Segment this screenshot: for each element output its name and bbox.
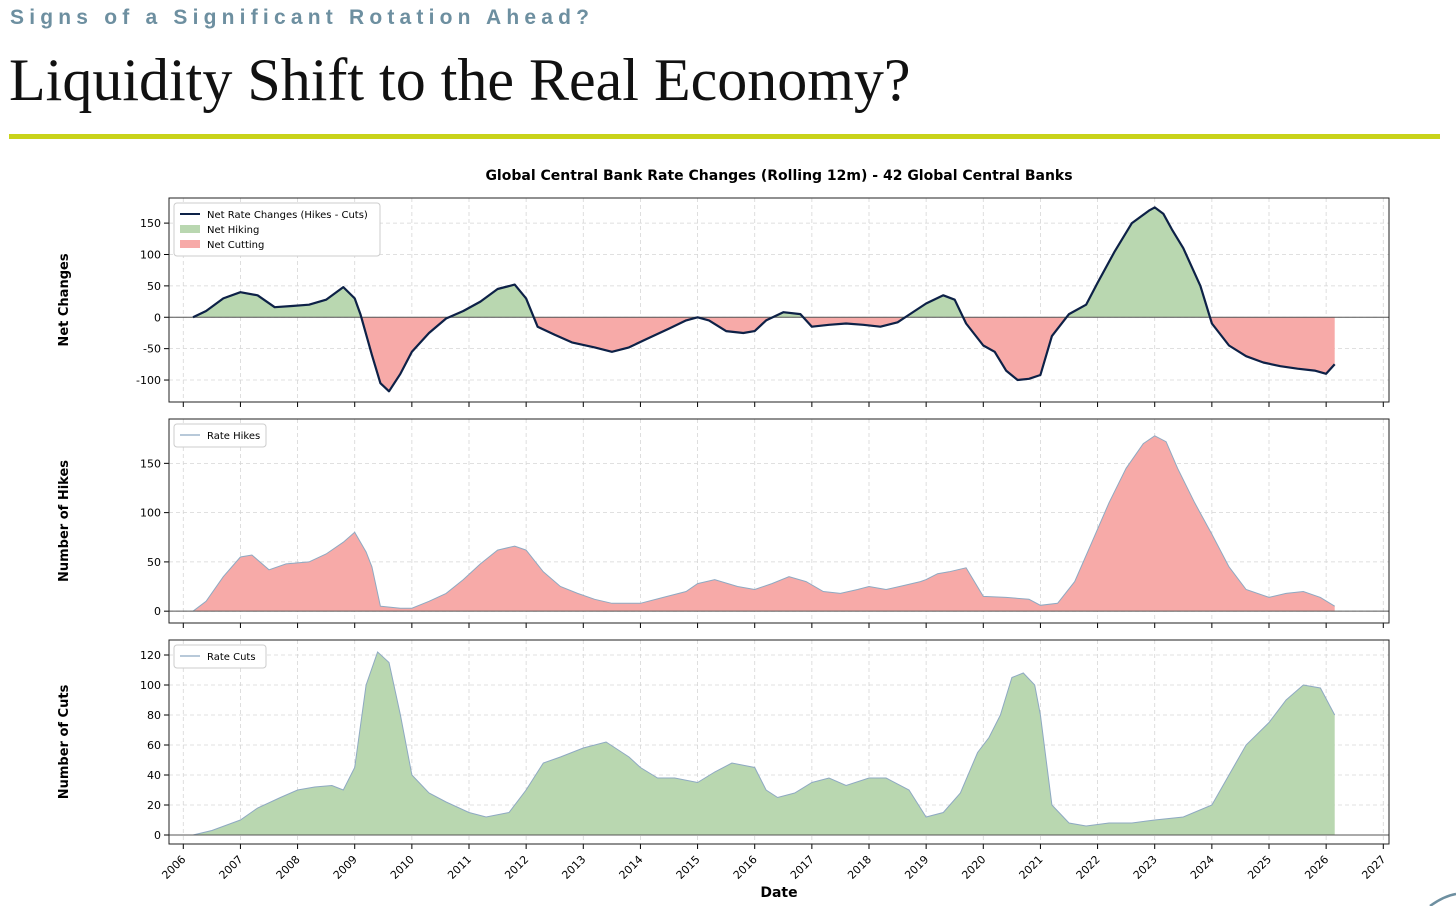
legend-swatch-cutting <box>180 240 200 248</box>
panel-cuts: 0 20 40 60 80 100 120 Number of Cuts Rate Cuts <box>57 639 1390 849</box>
x-tick-label: 2014 <box>617 853 646 882</box>
legend-entry: Net Cutting <box>207 240 264 251</box>
legend-box <box>173 644 267 669</box>
x-tick-label: 2015 <box>674 853 703 882</box>
legend-box <box>173 202 381 257</box>
y-tick-label: 100 <box>140 679 161 692</box>
x-tick-label: 2020 <box>959 853 988 882</box>
rate-hikes-line <box>192 435 1335 612</box>
kicker-heading: Signs of a Significant Rotation Ahead? <box>10 6 595 29</box>
y-tick-label: 50 <box>147 280 161 293</box>
legend-entry: Net Hiking <box>207 225 259 236</box>
net-rate-line <box>192 206 1336 393</box>
y-tick-label: 40 <box>147 769 161 782</box>
x-tick-label: 2017 <box>788 853 817 882</box>
panel-hikes: 0 50 100 150 Number of Hikes Rate Hikes <box>57 418 1390 628</box>
x-tick-label: 2024 <box>1188 853 1217 882</box>
legend-entry: Net Rate Changes (Hikes - Cuts) <box>207 210 368 221</box>
x-tick-label: 2008 <box>274 853 303 882</box>
y-tick-label: 100 <box>140 507 161 520</box>
corner-swoosh-icon <box>1429 892 1456 906</box>
chart-title: Global Central Bank Rate Changes (Rollin… <box>485 168 1072 184</box>
x-tick-label: 2021 <box>1017 853 1046 882</box>
x-tick-label: 2019 <box>902 853 931 882</box>
y-tick-label: 150 <box>140 457 161 470</box>
panel-net: -100 -50 0 50 100 150 Net Changes Net Rate Chan… <box>57 197 1390 407</box>
y-tick-label: 0 <box>154 605 161 618</box>
legend-swatch-hiking <box>180 225 200 233</box>
legend-entry: Rate Cuts <box>207 652 256 663</box>
x-tick-label: 2010 <box>388 853 417 882</box>
x-tick-label: 2018 <box>845 853 874 882</box>
x-tick-label: 2027 <box>1359 853 1388 882</box>
plot-frame <box>168 639 1390 845</box>
y-axis-label: Number of Hikes <box>57 460 72 582</box>
x-tick-label: 2009 <box>331 853 360 882</box>
y-tick-label: 0 <box>154 829 161 842</box>
page-title: Liquidity Shift to the Real Economy? <box>9 47 911 113</box>
y-tick-label: 50 <box>147 556 161 569</box>
rate-cuts-line <box>192 651 1336 836</box>
y-tick-label: 80 <box>147 709 161 722</box>
y-tick-label: 0 <box>154 311 161 324</box>
y-tick-label: 100 <box>140 248 161 261</box>
x-tick-label: 2016 <box>731 853 760 882</box>
y-tick-label: -50 <box>143 343 161 356</box>
y-tick-label: 20 <box>147 799 161 812</box>
legend-entry: Rate Hikes <box>207 431 260 442</box>
x-tick-label: 2026 <box>1302 853 1331 882</box>
y-axis-label: Net Changes <box>57 253 72 346</box>
plot-frame <box>168 418 1390 624</box>
x-tick-label: 2011 <box>445 853 474 882</box>
legend-box <box>173 423 267 448</box>
y-axis-label: Number of Cuts <box>57 684 72 799</box>
rate-cuts-area <box>193 652 1335 835</box>
x-tick-label: 2013 <box>559 853 588 882</box>
x-tick-label: 2006 <box>159 853 188 882</box>
y-tick-label: 120 <box>140 649 161 662</box>
accent-rule <box>9 134 1440 139</box>
y-tick-label: 150 <box>140 217 161 230</box>
plot-frame <box>168 197 1390 403</box>
x-tick-label: 2007 <box>217 853 246 882</box>
net-cutting-area <box>193 317 1335 392</box>
rate-hikes-area <box>193 435 1335 612</box>
x-tick-label: 2023 <box>1131 853 1160 882</box>
y-tick-label: 60 <box>147 739 161 752</box>
x-tick-label: 2025 <box>1245 853 1274 882</box>
y-tick-label: -100 <box>136 374 161 387</box>
x-tick-label: 2012 <box>502 853 531 882</box>
x-tick-label: 2022 <box>1074 853 1103 882</box>
x-axis-label: Date <box>760 885 797 901</box>
